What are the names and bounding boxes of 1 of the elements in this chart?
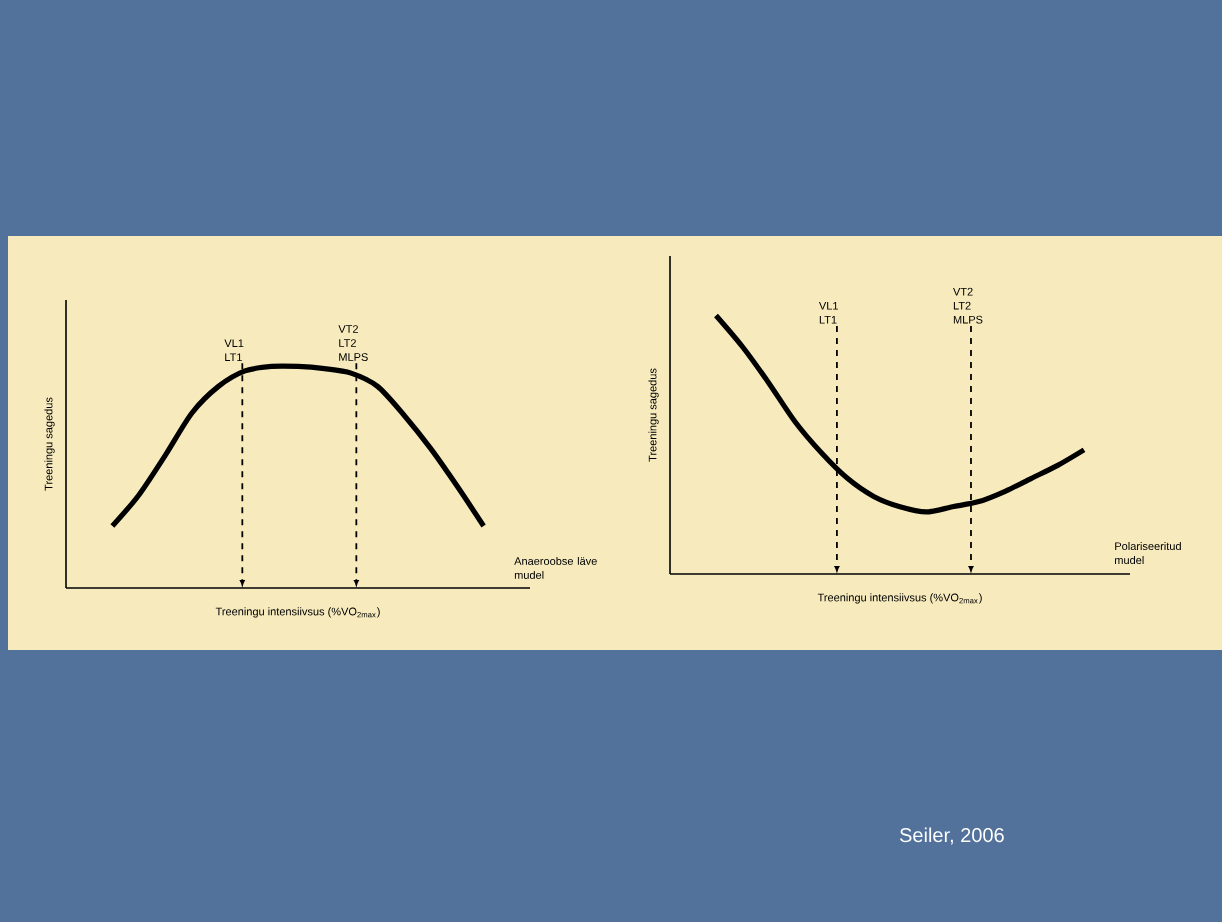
text: Seiler, 2006: [899, 827, 1004, 845]
